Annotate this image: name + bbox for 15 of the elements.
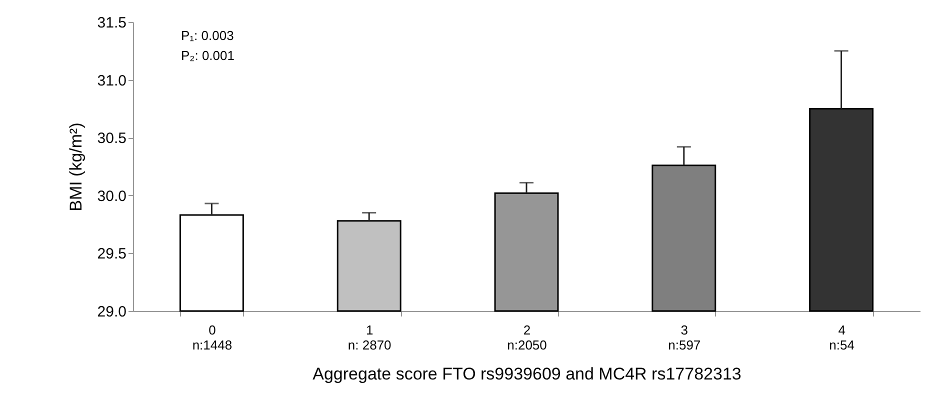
x-tick-label: 0 n:1448 <box>192 322 232 352</box>
x-axis-title: Aggregate score FTO rs9939609 and MC4R rs17782313 <box>312 364 742 384</box>
y-tick-label: 31.0 <box>97 72 126 90</box>
y-tick-label: 29.5 <box>97 246 126 263</box>
annotation: P₂: 0.001 <box>181 48 234 63</box>
y-axis-title: BMI (kg/m²) <box>66 122 86 212</box>
x-tick-label: 1 n: 2870 <box>348 322 392 352</box>
y-tick-label: 29.0 <box>97 304 126 320</box>
x-tick-label: 3 n:597 <box>668 322 701 352</box>
x-tick-label: 2 n:2050 <box>507 322 547 352</box>
annotation: P₁: 0.003 <box>181 28 234 43</box>
y-tick-label: 30.0 <box>97 188 126 205</box>
y-tick-label: 31.5 <box>97 14 126 32</box>
y-tick-label: 30.5 <box>97 130 126 148</box>
x-tick-label: 4 n:54 <box>829 322 854 352</box>
